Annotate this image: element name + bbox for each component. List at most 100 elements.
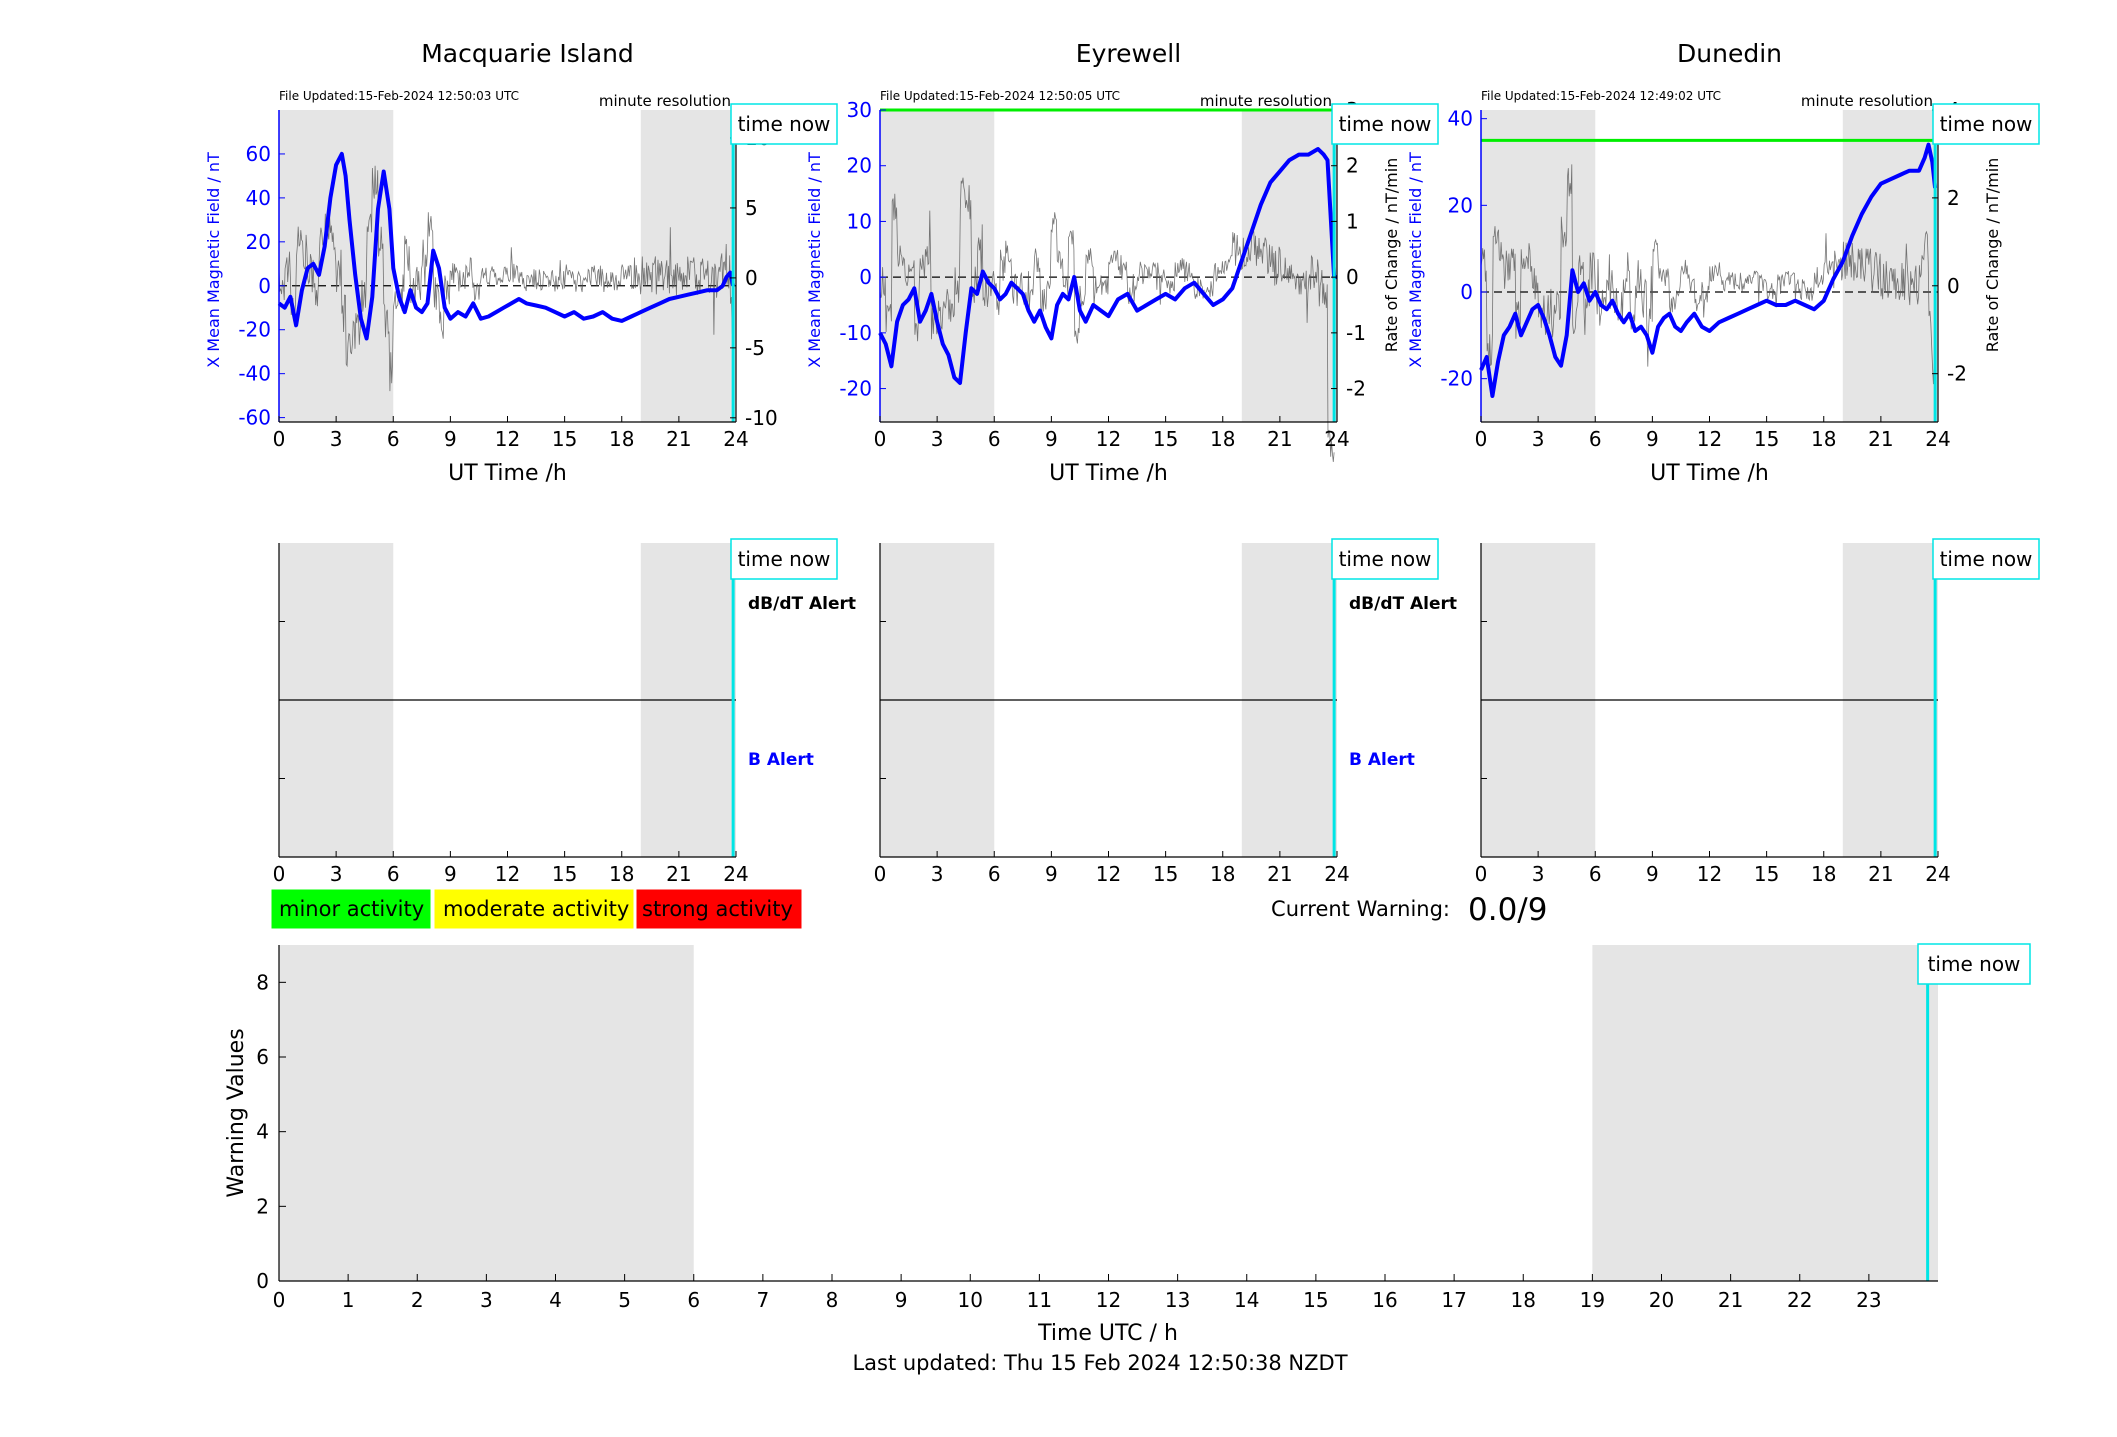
activity-legend: minor activity moderate activity strong … (270, 888, 803, 930)
y-tick-label-left: -20 (238, 318, 271, 342)
y-tick-label-left: 0 (859, 265, 872, 289)
y-tick-label-left: 30 (847, 98, 872, 122)
y-tick-label-left: 60 (246, 142, 271, 166)
x-tick-label: 9 (895, 1288, 908, 1312)
x-tick-label: 15 (1754, 862, 1779, 886)
magnetic-field-line (878, 147, 1337, 385)
y-tick-label-left: -60 (238, 406, 271, 430)
night-shading-0 (1481, 110, 1596, 422)
time-now-box (1331, 538, 1439, 580)
y-tick-label-right: 2 (1947, 186, 1960, 210)
magnetic-field-line (1479, 142, 1938, 398)
file-updated-text: File Updated:15-Feb-2024 12:49:02 UTC (1481, 89, 1721, 103)
x-tick-label: 16 (1372, 1288, 1397, 1312)
time-now-box (1932, 538, 2040, 580)
x-tick-label: 0 (273, 427, 286, 451)
x-tick-label: 21 (1718, 1288, 1743, 1312)
y-tick-label-right: 5 (745, 196, 758, 220)
legend-moderate-swatch (433, 888, 635, 930)
x-tick-label: 24 (1925, 427, 1950, 451)
x-tick-label: 9 (444, 862, 457, 886)
x-tick-label: 20 (1649, 1288, 1674, 1312)
time-now-box (1917, 943, 2031, 985)
x-tick-label: 12 (495, 427, 520, 451)
x-tick-label: 24 (723, 862, 748, 886)
x-tick-label: 6 (988, 862, 1001, 886)
x-tick-label: 21 (1868, 862, 1893, 886)
time-now-box (730, 103, 838, 145)
time-now-label: time now (1940, 547, 2033, 571)
rate-of-change-trace (1480, 164, 1936, 418)
x-axis-label: UT Time /h (448, 461, 567, 486)
y-tick-label-left: 20 (847, 154, 872, 178)
y-tick-label-right: -1 (1346, 321, 1366, 345)
y-tick-label: 4 (256, 1120, 269, 1144)
x-tick-label: 15 (552, 427, 577, 451)
x-tick-label: 6 (1589, 862, 1602, 886)
y-tick-label-left: -20 (1440, 367, 1473, 391)
x-tick-label: 14 (1234, 1288, 1259, 1312)
x-tick-label: 6 (687, 1288, 700, 1312)
time-now-box (730, 538, 838, 580)
x-tick-label: 18 (1210, 427, 1235, 451)
x-tick-label: 22 (1787, 1288, 1812, 1312)
y-tick-label-right: -2 (1346, 377, 1366, 401)
x-tick-label: 3 (1532, 427, 1545, 451)
file-updated-text: File Updated:15-Feb-2024 12:50:03 UTC (279, 89, 519, 103)
x-tick-label: 15 (1153, 862, 1178, 886)
file-updated-text: File Updated:15-Feb-2024 12:50:05 UTC (880, 89, 1120, 103)
x-axis-label: Time UTC / h (1037, 1321, 1178, 1346)
y-tick-label-left: 40 (1448, 107, 1473, 131)
x-tick-label: 18 (1511, 1288, 1536, 1312)
magnetic-field-line (277, 151, 736, 341)
x-tick-label: 0 (273, 1288, 286, 1312)
y-tick-label-left: 10 (847, 209, 872, 233)
y-axis-label: Warning Values (224, 1028, 249, 1197)
x-tick-label: 12 (1096, 1288, 1121, 1312)
x-tick-label: 21 (666, 427, 691, 451)
station-title: Macquarie Island (421, 39, 634, 68)
y-tick-label-right: 1 (1346, 209, 1359, 233)
station-title: Dunedin (1677, 39, 1782, 68)
x-tick-label: 11 (1027, 1288, 1052, 1312)
x-tick-label: 3 (931, 427, 944, 451)
dbdt-alert-label: dB/dT Alert (1349, 594, 1457, 614)
y-axis-label-right: Rate of Change / nT/min (1983, 158, 2002, 353)
x-tick-label: 15 (1754, 427, 1779, 451)
x-tick-label: 15 (552, 862, 577, 886)
y-axis-label-left: X Mean Magnetic Field / nT (805, 152, 824, 368)
x-tick-label: 15 (1303, 1288, 1328, 1312)
y-tick-label-left: -40 (238, 362, 271, 386)
x-tick-label: 10 (958, 1288, 983, 1312)
y-tick-label: 8 (256, 970, 269, 994)
x-tick-label: 18 (609, 862, 634, 886)
alert-chart: 0 3 6 9 12 15 18 21 24 dB/dT Alert B Alert time now (874, 538, 1457, 886)
y-tick-label: 2 (256, 1194, 269, 1218)
y-tick-label-right: 0 (1346, 265, 1359, 289)
x-tick-label: 21 (666, 862, 691, 886)
y-tick-label: 0 (256, 1269, 269, 1293)
x-tick-label: 9 (1045, 427, 1058, 451)
last-updated: Last updated: Thu 15 Feb 2024 12:50:38 N… (852, 1351, 1347, 1375)
x-tick-label: 3 (330, 427, 343, 451)
y-tick-label-right: -10 (745, 406, 778, 430)
resolution-text: minute resolution (1200, 92, 1332, 110)
legend-moderate-label: moderate activity (443, 897, 629, 921)
night-shading-1 (1592, 945, 1938, 1281)
y-axis-label-left: X Mean Magnetic Field / nT (204, 152, 223, 368)
x-tick-label: 9 (1646, 862, 1659, 886)
current-warning-label: Current Warning: (1271, 897, 1450, 921)
x-tick-label: 1 (342, 1288, 355, 1312)
x-tick-label: 6 (387, 862, 400, 886)
legend-minor-swatch (270, 888, 432, 930)
y-tick-label-right: 2 (1346, 154, 1359, 178)
x-tick-label: 9 (444, 427, 457, 451)
x-tick-label: 18 (609, 427, 634, 451)
time-now-label: time now (1928, 952, 2021, 976)
legend-strong-swatch (635, 888, 803, 930)
x-tick-label: 4 (549, 1288, 562, 1312)
x-tick-label: 24 (1324, 427, 1349, 451)
night-shading-0 (279, 945, 694, 1281)
